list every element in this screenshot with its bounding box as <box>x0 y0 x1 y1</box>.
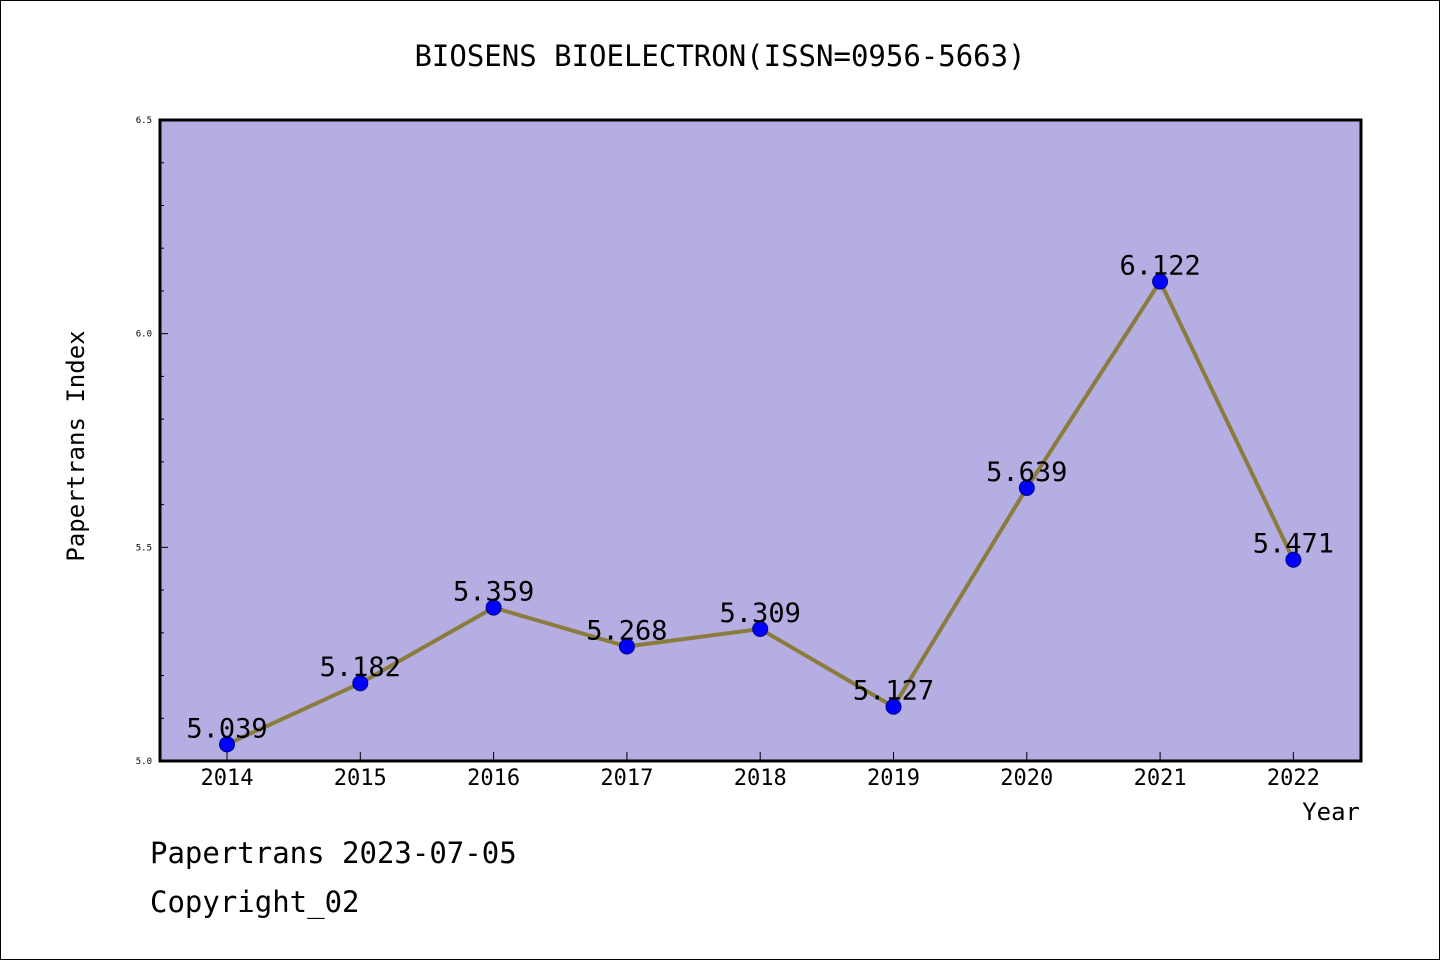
data-label: 6.122 <box>1119 251 1200 282</box>
data-label: 5.471 <box>1253 529 1334 560</box>
data-point-marker <box>1285 551 1302 568</box>
data-label: 5.359 <box>453 577 534 608</box>
x-tick-label: 2020 <box>1000 766 1053 791</box>
y-axis-title: Papertrans Index <box>62 330 90 561</box>
data-point-marker <box>618 638 635 655</box>
plot-area <box>158 118 1363 763</box>
x-tick-label: 2022 <box>1267 766 1320 791</box>
x-axis-ticks: 2014 2015 2016 2017 2018 2019 2020 2021 2022 <box>201 752 1320 791</box>
footer-date-text: Papertrans 2023-07-05 <box>150 836 517 870</box>
data-point-marker <box>352 675 369 692</box>
data-point-marker <box>485 599 502 616</box>
data-label: 5.639 <box>986 457 1067 488</box>
y-tick-label: 5.5 <box>136 543 152 553</box>
data-point-marker <box>1152 273 1169 290</box>
y-axis-ticks: 5.0 5.5 6.0 6.5 <box>136 116 168 767</box>
x-tick-label: 2016 <box>467 766 520 791</box>
data-label: 5.182 <box>320 652 401 683</box>
x-axis-title: Year <box>1302 798 1360 826</box>
data-point-marker <box>752 620 769 637</box>
x-tick-label: 2019 <box>867 766 920 791</box>
data-label: 5.268 <box>586 615 667 646</box>
y-tick-label: 6.5 <box>136 116 152 126</box>
chart-title: BIOSENS BIOELECTRON(ISSN=0956-5663) <box>414 39 1025 73</box>
x-tick-label: 2017 <box>600 766 653 791</box>
x-tick-label: 2018 <box>734 766 787 791</box>
data-point-marker <box>219 736 235 753</box>
y-tick-label: 5.0 <box>136 757 152 767</box>
data-point-marker <box>1018 479 1035 496</box>
y-tick-label: 6.0 <box>136 330 152 340</box>
x-tick-label: 2014 <box>201 766 254 791</box>
x-tick-label: 2021 <box>1134 766 1187 791</box>
data-label: 5.309 <box>720 598 801 629</box>
series-group: 5.039 5.182 5.359 5.268 5.309 5.127 5.639 6.122… <box>186 251 1334 753</box>
footer-copyright-text: Copyright_02 <box>150 885 360 919</box>
data-label: 5.039 <box>186 713 267 744</box>
data-label: 5.127 <box>853 676 934 707</box>
x-tick-label: 2015 <box>334 766 387 791</box>
data-point-marker <box>885 698 902 715</box>
